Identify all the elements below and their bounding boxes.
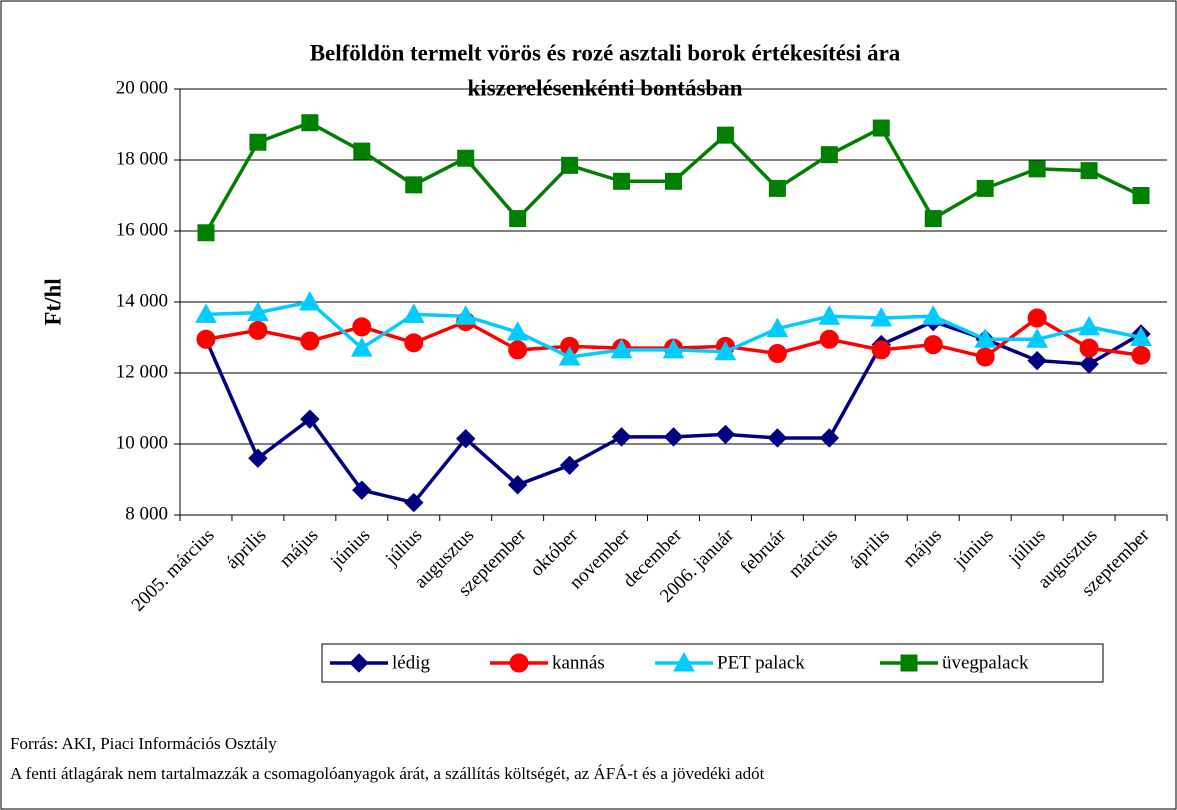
y-axis-label: Ft/hl xyxy=(40,278,65,325)
marker xyxy=(1026,328,1048,348)
marker xyxy=(248,448,268,468)
marker xyxy=(559,455,580,476)
marker xyxy=(820,146,838,164)
marker xyxy=(349,653,369,673)
marker xyxy=(922,305,945,325)
note: Forrás: AKI, Piaci Információs Osztály xyxy=(10,734,277,753)
marker xyxy=(456,428,476,449)
marker xyxy=(716,126,734,144)
marker xyxy=(662,338,685,359)
y-tick-label: 10 000 xyxy=(116,432,168,453)
marker xyxy=(509,210,527,228)
y-tick-label: 18 000 xyxy=(116,148,168,169)
marker xyxy=(819,428,840,448)
marker xyxy=(352,317,372,337)
marker xyxy=(300,331,320,351)
marker xyxy=(1078,315,1100,336)
marker xyxy=(353,142,371,160)
y-tick-label: 8 000 xyxy=(125,503,168,524)
y-tick-label: 14 000 xyxy=(116,290,168,311)
marker xyxy=(665,172,682,190)
marker xyxy=(900,654,918,672)
y-tick-label: 20 000 xyxy=(116,77,168,98)
marker xyxy=(558,345,581,366)
note: A fenti átlagárak nem tartalmazzák a cso… xyxy=(10,764,765,783)
marker xyxy=(768,179,786,197)
legend-label: üvegpalack xyxy=(942,652,1029,673)
marker xyxy=(819,329,839,349)
marker xyxy=(457,149,475,167)
marker xyxy=(454,305,477,325)
marker xyxy=(924,210,942,228)
marker xyxy=(299,290,321,311)
marker xyxy=(300,409,320,429)
marker xyxy=(404,333,424,353)
marker xyxy=(1131,345,1151,365)
marker xyxy=(611,427,632,447)
marker xyxy=(1028,160,1046,178)
marker xyxy=(870,306,893,327)
marker xyxy=(663,427,684,447)
marker xyxy=(350,337,373,357)
marker xyxy=(1132,187,1150,204)
marker xyxy=(923,335,943,355)
marker xyxy=(1079,338,1099,358)
marker xyxy=(506,321,529,341)
marker xyxy=(195,303,217,323)
marker xyxy=(507,475,528,495)
marker xyxy=(247,301,269,322)
marker xyxy=(715,424,736,445)
marker xyxy=(610,338,633,359)
marker xyxy=(975,347,995,367)
marker xyxy=(352,480,372,500)
legend-label: PET palack xyxy=(717,652,805,673)
marker xyxy=(404,492,424,513)
marker xyxy=(197,224,215,242)
marker xyxy=(1079,354,1099,374)
marker xyxy=(405,176,423,194)
marker xyxy=(613,172,631,190)
marker xyxy=(248,320,268,340)
marker xyxy=(508,340,528,360)
marker xyxy=(766,317,789,338)
marker xyxy=(249,133,267,151)
marker xyxy=(509,653,529,673)
marker xyxy=(1027,350,1047,371)
marker xyxy=(767,343,787,363)
marker xyxy=(402,303,425,323)
marker xyxy=(872,119,890,137)
y-tick-label: 12 000 xyxy=(116,361,168,382)
marker xyxy=(714,340,737,361)
marker xyxy=(196,329,216,349)
chart-title: kiszerelésenkénti bontásban xyxy=(468,75,743,100)
marker xyxy=(1130,326,1152,346)
chart-title: Belföldön termelt vörös és rozé asztali … xyxy=(310,40,901,65)
marker xyxy=(818,305,841,325)
marker xyxy=(974,328,997,348)
marker xyxy=(1027,308,1047,328)
y-tick-label: 16 000 xyxy=(116,219,168,240)
marker xyxy=(301,114,319,132)
legend-label: kannás xyxy=(552,652,605,673)
marker xyxy=(767,428,788,448)
marker xyxy=(561,156,579,174)
legend-label: lédig xyxy=(392,652,430,673)
marker xyxy=(1080,162,1098,180)
marker xyxy=(976,179,994,197)
marker xyxy=(673,651,695,672)
marker xyxy=(871,340,891,360)
